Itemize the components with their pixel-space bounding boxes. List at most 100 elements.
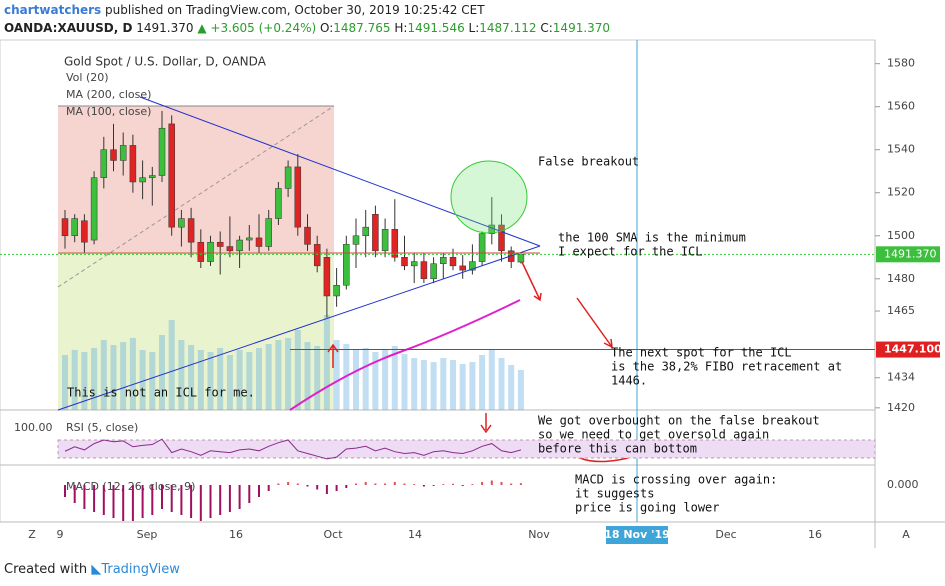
candle-body [158,127,166,176]
candle-body [246,237,253,241]
volume-bar [217,348,224,410]
c: 1491.370 [552,21,611,35]
ma-line [289,299,521,411]
c-label: C: [540,21,553,35]
volume-bar [323,315,330,410]
last: 1491.370 [136,21,194,35]
volume-bar [459,364,466,410]
y-tick-label: 1465 [887,304,915,317]
candle-body [178,218,185,228]
candle-body [323,257,331,297]
x-tick-label: 18 Nov '19 [604,528,670,541]
shade-red [58,106,334,252]
cursor-tag [606,526,668,544]
candle-body [362,226,369,237]
y-tick-label: 1500 [887,229,915,242]
candle-body [197,241,205,262]
annotation: This is not an ICL for me. [67,386,255,400]
legend-ma200: MA (200, close) [66,88,151,101]
diagonal [57,105,335,288]
price-tag [876,246,940,263]
footer: Created with ◣TradingView [4,562,180,577]
l-label: L: [468,21,480,35]
volume-bar [479,355,486,410]
volume-bar [469,362,476,410]
candle-body [187,218,195,243]
y-tick-label: 1580 [887,57,915,70]
candle-body [129,145,137,183]
candle-layer [61,110,525,318]
volume-bar [498,358,505,410]
volume-bar [333,340,340,410]
candle-body [459,265,466,271]
price-tag-label: 1491.370 [884,247,937,260]
legend-title: Gold Spot / U.S. Dollar, D, OANDA [64,55,267,69]
annotation: MACD is crossing over again: [575,473,777,487]
corner-right: A [902,528,910,541]
candle-body [284,166,292,189]
candle-body [381,229,389,252]
volume-bar [139,350,146,410]
volume-bar [71,350,78,410]
volume-bar [226,355,233,410]
y-tick-label: 1540 [887,143,915,156]
candle-body [498,224,505,252]
candle-body [61,218,69,237]
annotation: so we need to get oversold again [538,428,769,442]
shade-green [58,252,334,410]
candle-body [343,244,350,286]
x-tick-label: 16 [229,528,243,541]
arrow [576,297,613,349]
volume-bar [508,365,515,410]
volume-bar [81,352,88,410]
volume-bar [159,335,165,410]
x-tick-label: Sep [137,528,158,541]
author: chartwatchers [4,3,102,17]
volume-bar [120,342,127,410]
volume-bar [197,350,204,410]
candle-body [469,261,476,271]
candle-body [226,246,234,252]
annotation: the 100 SMA is the minimum [558,231,746,245]
volume-bar [207,352,214,410]
volume-bar [110,345,117,410]
candle-body [216,241,224,247]
candle-body [265,218,272,247]
candle-body [410,261,418,267]
candle-body [139,177,146,183]
published: published on TradingView.com, October 30… [105,3,485,17]
rsi-tick: 100.00 [14,421,53,434]
macd-tick: 0.000 [887,478,919,491]
annotation: is the 38,2% FIBO retracement at [611,360,842,374]
y-tick-label: 1480 [887,272,915,285]
rsi-line [64,438,522,460]
volume-bar [246,352,253,410]
candle-body [90,177,98,241]
candle-body [110,149,117,161]
candle-body [401,257,408,267]
candle-body [478,233,486,262]
volume-bar [440,358,447,410]
volume-bar [362,348,369,410]
candle-body [304,226,311,245]
corner-left: Z [28,528,36,541]
annotation: it suggests [575,487,654,501]
volume-bar [450,360,456,410]
x-tick-label: 14 [408,528,422,541]
trendline [57,245,541,411]
volume-bar [265,344,272,410]
header-line-1: chartwatchers published on TradingView.c… [4,3,485,17]
volume-bar [62,355,68,410]
candle-body [207,241,214,262]
candle-body [81,220,88,243]
volume-bar [372,352,379,410]
candle-body [168,123,175,228]
brand: TradingView [101,562,180,577]
x-tick-label: Oct [323,528,343,541]
volume-bar [100,340,107,410]
annotation: 1446. [611,374,647,388]
change: ▲ +3.605 (+0.24%) [197,21,317,35]
annotation: We got overbought on the false breakout [538,414,820,428]
volume-bar [275,340,282,410]
volume-bar [314,346,321,410]
